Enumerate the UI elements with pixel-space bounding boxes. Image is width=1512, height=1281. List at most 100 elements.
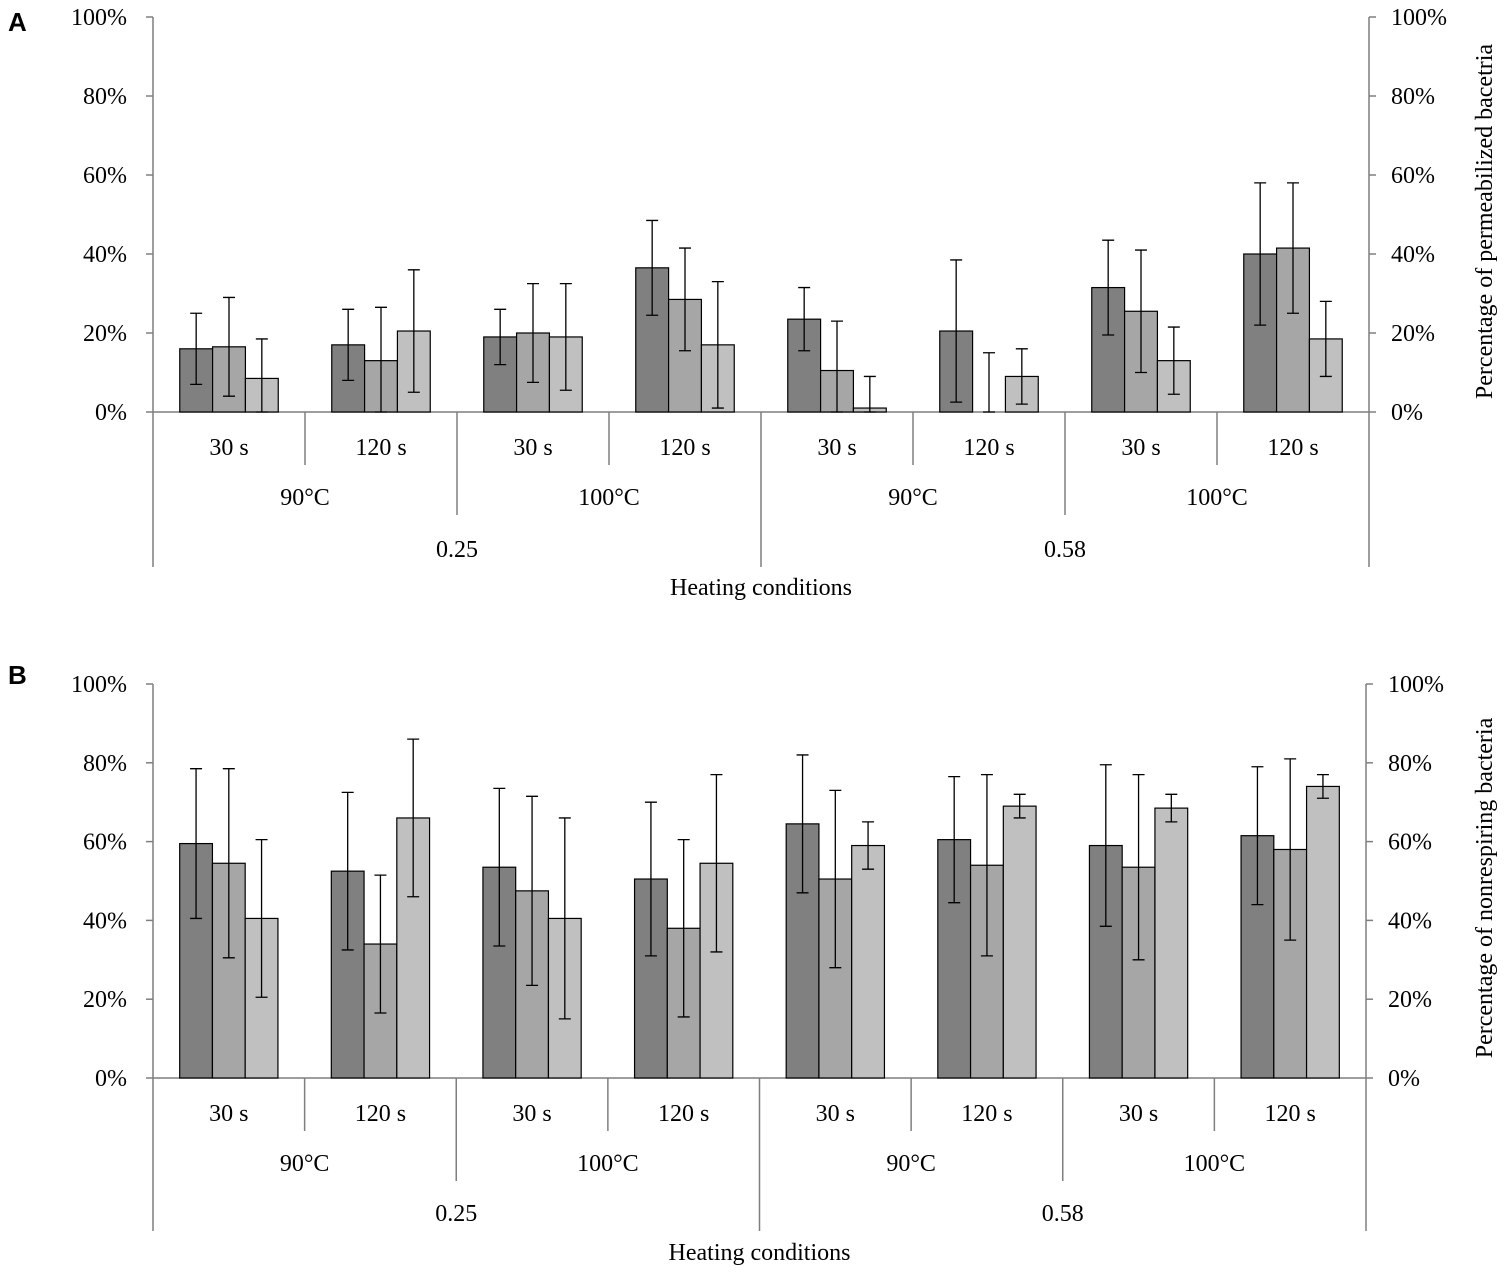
error-bar-series-3: [1165, 793, 1178, 823]
error-bar-series-1: [1251, 766, 1264, 906]
bar-series-1: [482, 866, 517, 1079]
x-axis-title: Heating conditions: [670, 575, 852, 601]
temperature-group-label: 90°C: [280, 1151, 330, 1177]
error-bar-series-3: [407, 738, 420, 898]
error-bar-series-1: [190, 768, 203, 920]
error-bar-series-3: [710, 773, 723, 953]
category-label: 120 s: [659, 435, 710, 461]
category-label: 120 s: [1267, 435, 1318, 461]
error-bar-series-1: [798, 286, 811, 352]
panel-a-label: A: [8, 7, 27, 37]
bar-series-3: [1305, 785, 1340, 1079]
error-bar-series-2: [374, 874, 387, 1014]
temperature-group-label: 90°C: [886, 1151, 936, 1177]
error-bar-series-2: [679, 247, 691, 352]
left-y-tick-label: 100%: [71, 672, 127, 698]
error-bar-series-3: [1013, 793, 1026, 819]
left-y-tick-label: 20%: [83, 321, 127, 347]
error-bar-series-2: [527, 282, 539, 384]
bar-series-3: [1002, 805, 1037, 1079]
right-y-axis-title: Percentage of nonrespiring bacteria: [1472, 717, 1498, 1058]
right-y-tick-label: 40%: [1388, 908, 1432, 934]
right-y-tick-label: 100%: [1391, 5, 1447, 31]
category-label: 30 s: [816, 1101, 855, 1127]
left-y-tick-label: 20%: [83, 987, 127, 1013]
temperature-group-label: 90°C: [888, 485, 938, 511]
category-label: 120 s: [355, 1101, 406, 1127]
left-y-tick-label: 40%: [83, 242, 127, 268]
error-bar-series-3: [863, 375, 876, 413]
error-bar-series-3: [1319, 300, 1332, 378]
category-label: 30 s: [209, 435, 248, 461]
error-bar-series-2: [1287, 182, 1299, 314]
panel-a-plot: 0% 0% 20% 20% 40% 40% 60% 60% 80% 80% 100% 100% 30 s…: [71, 5, 1498, 601]
error-bar-series-1: [1254, 182, 1267, 326]
right-y-tick-label: 20%: [1388, 987, 1432, 1013]
temperature-group-label: 100°C: [578, 485, 640, 511]
error-bar-series-1: [646, 219, 659, 316]
error-bar-series-2: [526, 795, 539, 987]
error-bar-series-3: [1015, 348, 1028, 405]
error-bar-series-1: [190, 312, 203, 385]
right-y-tick-label: 20%: [1391, 321, 1435, 347]
left-y-tick-label: 40%: [83, 908, 127, 934]
error-bar-series-3: [407, 269, 420, 393]
error-bar-series-3: [559, 282, 572, 391]
left-y-tick-label: 0%: [95, 1066, 127, 1092]
error-bar-series-3: [711, 281, 724, 409]
error-bar-series-2: [1132, 773, 1145, 961]
left-y-tick-label: 80%: [83, 84, 127, 110]
error-bar-series-1: [796, 754, 809, 894]
error-bar-series-2: [980, 773, 993, 957]
error-bar-series-3: [1316, 773, 1329, 799]
error-bar-series-2: [1135, 249, 1147, 374]
error-bar-series-2: [1284, 758, 1297, 941]
temperature-group-label: 90°C: [280, 485, 330, 511]
bar-series-3: [1154, 807, 1189, 1079]
category-label: 120 s: [963, 435, 1014, 461]
error-bar-series-1: [494, 308, 507, 366]
panel-b-label: B: [8, 660, 27, 690]
error-bar-series-2: [222, 768, 235, 959]
error-bar-series-2: [223, 296, 235, 397]
bar-series-3: [851, 844, 886, 1079]
error-bar-series-2: [677, 838, 690, 1018]
error-bar-series-1: [948, 775, 961, 904]
category-label: 30 s: [513, 435, 552, 461]
panel-b-plot: 0% 0% 20% 20% 40% 40% 60% 60% 80% 80% 100% 100% 30 s…: [71, 672, 1498, 1266]
error-bar-series-3: [255, 338, 268, 413]
category-label: 120 s: [1265, 1101, 1316, 1127]
error-bar-series-3: [862, 821, 875, 870]
error-bar-series-1: [1099, 764, 1112, 927]
error-bar-series-3: [558, 817, 571, 1020]
right-y-tick-label: 60%: [1391, 163, 1435, 189]
right-y-tick-label: 40%: [1391, 242, 1435, 268]
right-y-tick-label: 0%: [1391, 400, 1423, 426]
panel-a: A 0% 0% 20% 20% 40% 40% 60% 60% 80% 80% 100% 100% 30…: [8, 5, 1498, 601]
left-y-tick-label: 80%: [83, 751, 127, 777]
panel-b: B 0% 0% 20% 20% 40% 40% 60% 60% 80% 80% 100% 100% 30…: [8, 660, 1498, 1266]
category-label: 30 s: [512, 1101, 551, 1127]
left-y-tick-label: 0%: [95, 400, 127, 426]
water-activity-group-label: 0.58: [1042, 1201, 1084, 1227]
error-bar-series-1: [341, 791, 354, 951]
temperature-group-label: 100°C: [1184, 1151, 1246, 1177]
x-axis-title: Heating conditions: [669, 1240, 851, 1266]
right-y-tick-label: 0%: [1388, 1066, 1420, 1092]
error-bar-series-2: [829, 789, 842, 969]
error-bar-series-3: [255, 838, 268, 998]
error-bar-series-1: [1102, 239, 1115, 336]
category-label: 120 s: [961, 1101, 1012, 1127]
left-y-tick-label: 100%: [71, 5, 127, 31]
error-bar-series-2: [831, 320, 843, 413]
category-label: 30 s: [1121, 435, 1160, 461]
right-y-axis-title: Percentage of permeabilized bacetria: [1472, 44, 1498, 399]
temperature-group-label: 100°C: [1186, 485, 1248, 511]
category-label: 30 s: [817, 435, 856, 461]
error-bar-series-2: [983, 352, 995, 413]
error-bar-series-1: [342, 308, 355, 382]
category-label: 30 s: [1119, 1101, 1158, 1127]
left-y-tick-label: 60%: [83, 163, 127, 189]
water-activity-group-label: 0.25: [436, 537, 478, 563]
